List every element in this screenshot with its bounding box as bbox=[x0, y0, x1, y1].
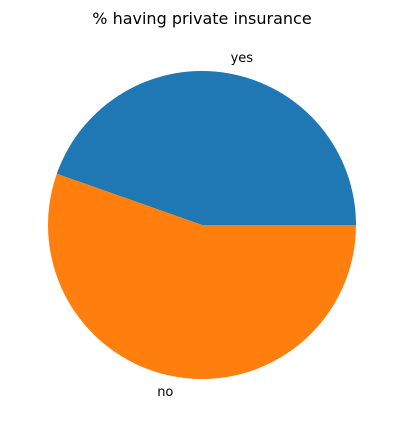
pie-labels: yes no bbox=[157, 51, 253, 400]
chart-title: % having private insurance bbox=[92, 9, 311, 28]
pie-slice-no bbox=[48, 173, 357, 379]
pie-label-no: no bbox=[157, 385, 173, 400]
pie-slice-yes bbox=[56, 70, 357, 226]
pie-label-yes: yes bbox=[231, 51, 254, 66]
pie-slices bbox=[48, 70, 357, 379]
